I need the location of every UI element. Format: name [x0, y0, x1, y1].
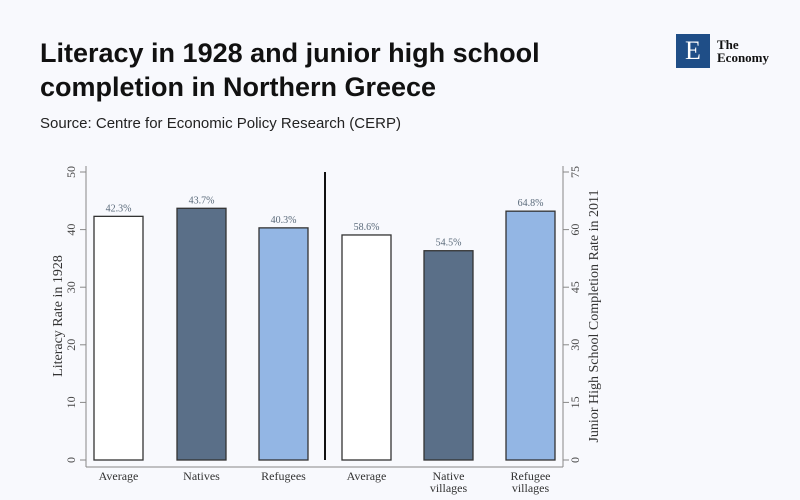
logo: E The Economy	[676, 34, 769, 68]
logo-text: The Economy	[717, 38, 769, 64]
right-axis-title: Junior High School Completion Rate in 20…	[587, 189, 602, 442]
category-label: Refugees	[261, 469, 306, 483]
data-label: 43.7%	[189, 195, 215, 206]
category-label: Refugee	[511, 469, 551, 483]
bar	[341, 234, 392, 461]
data-label: 64.8%	[518, 198, 544, 209]
right-tick-label: 30	[568, 339, 582, 351]
category-label: villages	[512, 481, 550, 495]
source-text: Source: Centre for Economic Policy Resea…	[40, 115, 401, 132]
left-tick-label: 40	[64, 224, 78, 236]
bar	[505, 210, 556, 461]
category-label: Native	[433, 469, 465, 483]
category-label: Average	[99, 469, 139, 483]
logo-line2: Economy	[717, 50, 769, 65]
left-axis-title: Literacy Rate in 1928	[51, 255, 66, 377]
left-tick-label: 20	[64, 339, 78, 351]
bar	[176, 207, 227, 461]
logo-line1: The	[717, 37, 739, 52]
bar	[423, 250, 474, 461]
right-tick-label: 0	[568, 457, 582, 463]
category-label: Average	[347, 469, 387, 483]
category-label: villages	[430, 481, 468, 495]
bar	[258, 227, 309, 461]
left-tick-label: 0	[64, 457, 78, 463]
left-tick-label: 50	[64, 166, 78, 178]
left-tick-label: 10	[64, 396, 78, 408]
right-tick-label: 60	[568, 224, 582, 236]
category-label: Natives	[183, 469, 220, 483]
data-label: 54.5%	[436, 238, 462, 249]
data-label: 42.3%	[106, 203, 132, 214]
data-label: 58.6%	[354, 222, 380, 233]
page-title: Literacy in 1928 and junior high school …	[40, 38, 540, 102]
data-label: 40.3%	[271, 215, 297, 226]
right-tick-label: 75	[568, 166, 582, 178]
right-tick-label: 15	[568, 396, 582, 408]
bar	[93, 215, 144, 461]
right-tick-label: 45	[568, 281, 582, 293]
left-tick-label: 30	[64, 281, 78, 293]
logo-mark: E	[676, 34, 710, 68]
